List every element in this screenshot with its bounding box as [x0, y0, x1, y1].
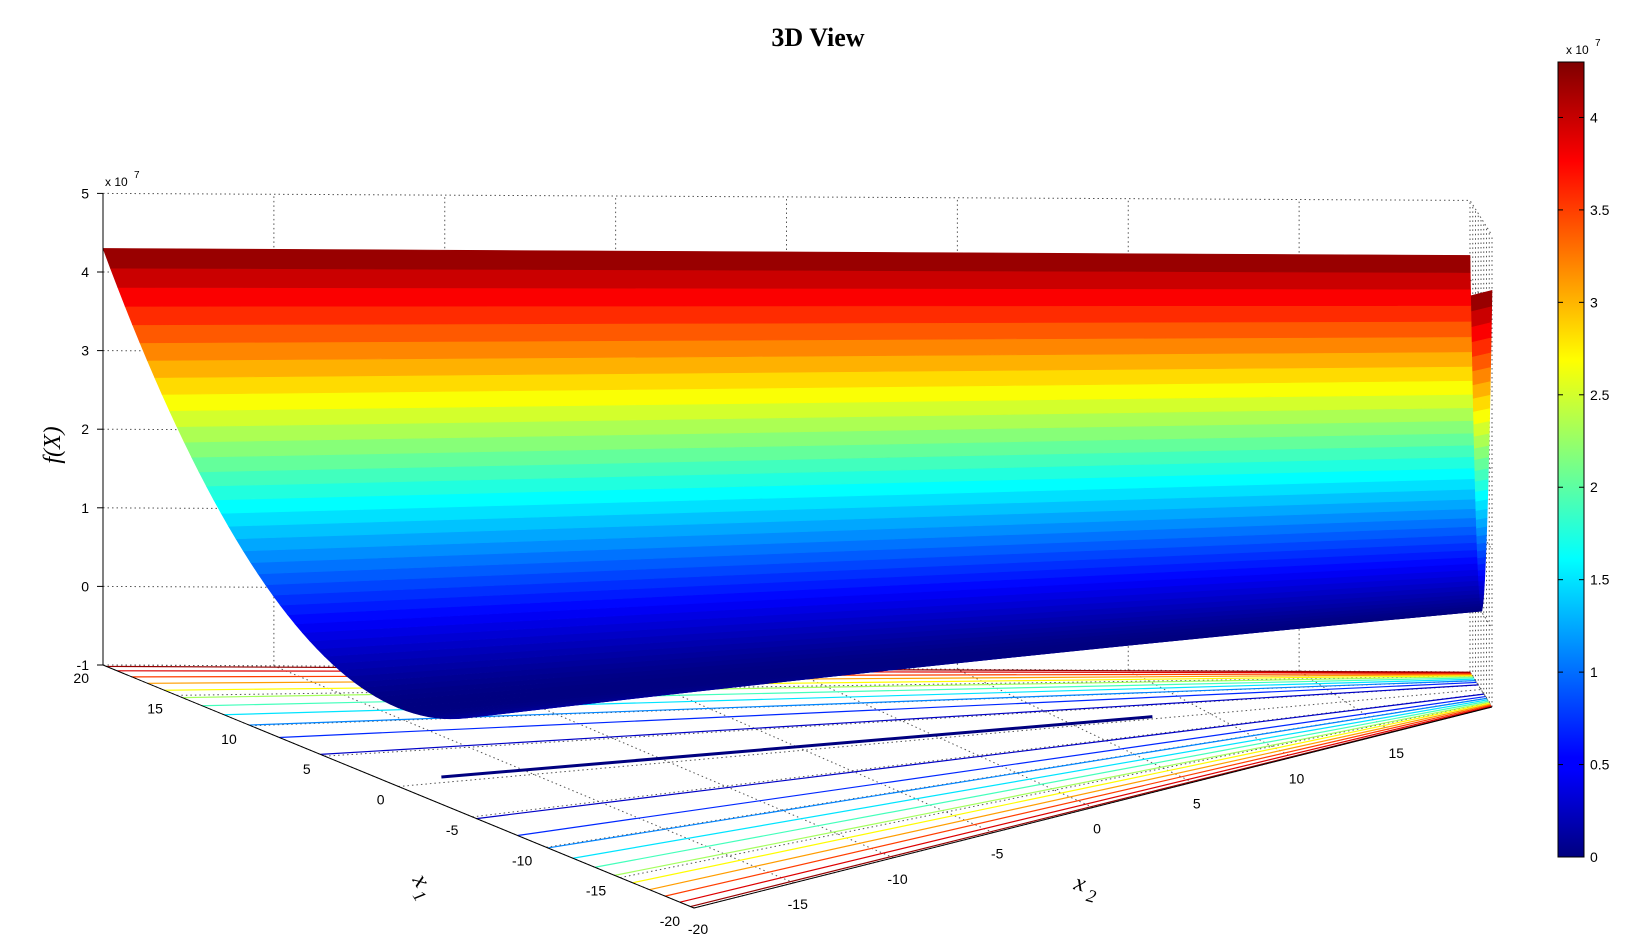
- z-tick-label: 3: [81, 343, 89, 359]
- grid-line: [620, 702, 1490, 879]
- contour-line: [476, 693, 1484, 820]
- contour-line: [547, 697, 1487, 849]
- colorbar-tick-label: 2: [1590, 479, 1598, 495]
- colorbar-gradient: [1557, 61, 1585, 858]
- z-tick-label: 1: [81, 500, 89, 516]
- colorbar-multiplier-base: x 10: [1566, 43, 1589, 57]
- colorbar-multiplier-exp: 7: [1595, 38, 1601, 49]
- colorbar-tick-label: 1.5: [1590, 572, 1610, 588]
- contour-line: [649, 703, 1491, 891]
- z-tick-label: 4: [81, 264, 89, 280]
- x2-tick-label: -20: [688, 921, 708, 937]
- x1-tick-label: -5: [446, 822, 459, 838]
- colorbar-tick-label: 4: [1590, 109, 1598, 125]
- grid-line: [398, 689, 1482, 787]
- x2-axis-label: x 2: [1070, 869, 1098, 907]
- x2-axis-line: [693, 706, 1493, 909]
- contour-line: [279, 681, 1477, 739]
- colorbar-ticks: 0 0.5 1 1.5 2 2.5 3 3.5 4: [1558, 109, 1610, 865]
- x2-tick-label: 5: [1193, 795, 1201, 811]
- x2-axis-label-sub: 2: [1084, 885, 1098, 907]
- z-tick-label: -1: [77, 657, 90, 673]
- x2-tick-label: -15: [788, 896, 808, 912]
- colorbar-tick-label: 3.5: [1590, 202, 1610, 218]
- x2-tick-label: 15: [1388, 745, 1404, 761]
- contour-line: [320, 684, 1479, 756]
- floor-contours: [106, 665, 1493, 908]
- colorbar-tick-label: 1: [1590, 664, 1598, 680]
- contour-line: [664, 704, 1492, 897]
- contour-ellipse: [441, 715, 1153, 779]
- grid-line: [957, 668, 1193, 783]
- surface-strip: [117, 287, 1472, 307]
- x1-axis-line: [102, 664, 695, 909]
- contour-line: [517, 695, 1486, 837]
- z-tick-label: 5: [81, 185, 89, 201]
- x1-tick-label: 20: [73, 670, 89, 686]
- x1-tick-label: 10: [221, 731, 237, 747]
- x1-tick-label: 0: [377, 792, 385, 808]
- z-tick-label: 0: [81, 578, 89, 594]
- contour-line: [594, 700, 1489, 868]
- surface-strip: [102, 248, 1471, 273]
- x2-tick-label: 0: [1093, 821, 1101, 837]
- z-multiplier-exp: 7: [134, 170, 140, 181]
- x2-axis-label-main: x: [1070, 869, 1088, 897]
- axes: -1012345-20-15-10-505101520-20-15-10-505…: [73, 185, 1493, 937]
- colorbar-tick-label: 0.5: [1590, 757, 1610, 773]
- x1-tick-label: 5: [303, 761, 311, 777]
- x1-axis-label: x 1: [406, 869, 434, 905]
- surface-strip: [124, 305, 1472, 326]
- colorbar: 0 0.5 1 1.5 2 2.5 3 3.5 4 x 10 7: [1557, 38, 1610, 865]
- chart-title: 3D View: [771, 23, 864, 52]
- contour-line: [632, 702, 1490, 884]
- contour-line: [690, 706, 1493, 908]
- colorbar-tick-label: 2.5: [1590, 387, 1610, 403]
- z-multiplier-base: x 10: [105, 175, 128, 189]
- surface: [102, 248, 1493, 720]
- contour-line: [679, 705, 1492, 903]
- x1-tick-label: -15: [586, 883, 606, 899]
- z-axis-label: f(X): [40, 426, 66, 463]
- x1-tick-label: 15: [147, 700, 163, 716]
- colorbar-tick-label: 0: [1590, 849, 1598, 865]
- contour-line: [614, 701, 1490, 876]
- x2-tick-label: -10: [887, 871, 907, 887]
- z-multiplier: x 10 7: [105, 170, 140, 189]
- x1-tick-label: -10: [512, 852, 532, 868]
- x2-tick-label: 10: [1289, 770, 1305, 786]
- z-tick-label: 2: [81, 421, 89, 437]
- x1-tick-label: -20: [660, 913, 680, 929]
- grid-line: [102, 192, 1493, 236]
- x2-tick-label: -5: [991, 846, 1004, 862]
- colorbar-tick-label: 3: [1590, 294, 1598, 310]
- contour-line: [572, 699, 1488, 859]
